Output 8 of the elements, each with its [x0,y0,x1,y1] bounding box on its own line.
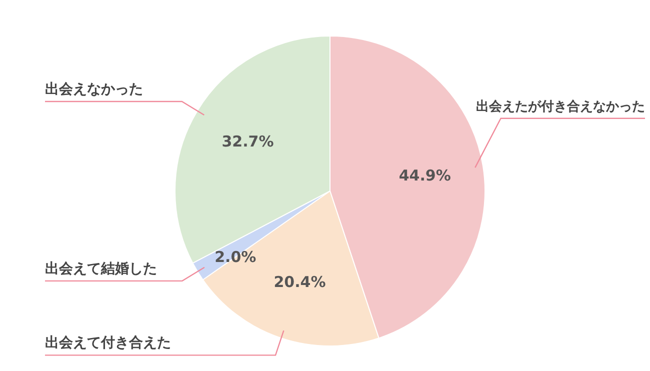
slice-label: 出会えて結婚した [45,260,157,277]
data-label: 44.9% [398,166,451,185]
data-label: 20.4% [274,273,326,292]
data-label: 32.7% [222,132,274,150]
data-label: 2.0% [214,248,256,266]
slice-label: 出会えて付き合えた [45,335,171,352]
slice-label: 出会えたが付き合えなかった [476,98,645,114]
slice-label: 出会えなかった [45,82,143,98]
